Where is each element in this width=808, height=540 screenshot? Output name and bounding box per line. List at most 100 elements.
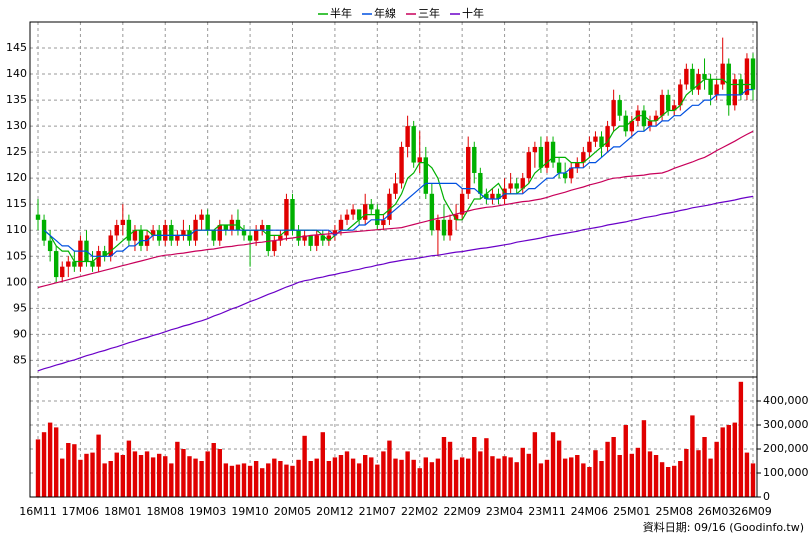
- volume-bar: [223, 463, 229, 497]
- candle-body: [593, 136, 598, 142]
- candle-body: [35, 214, 41, 220]
- candle-body: [223, 225, 229, 231]
- volume-bar: [60, 458, 65, 497]
- y-tick-label: 140: [6, 67, 27, 80]
- volume-bar: [562, 458, 568, 497]
- legend: 半年 年線 三年 十年: [318, 6, 484, 20]
- volume-bar: [526, 453, 532, 497]
- candle-body: [496, 193, 501, 199]
- volume-bar: [599, 461, 604, 497]
- candle-body: [550, 141, 556, 163]
- legend-label: 年線: [374, 6, 396, 20]
- y-tick-label: 85: [13, 353, 27, 366]
- volume-bar: [114, 452, 119, 497]
- volume-bar: [247, 465, 253, 497]
- candle-body: [90, 261, 95, 267]
- candle-body: [459, 193, 465, 215]
- volume-bar: [126, 440, 132, 497]
- volume-bar: [672, 465, 677, 497]
- volume-bar: [629, 453, 635, 497]
- candle-body: [672, 105, 677, 111]
- volume-bar: [617, 455, 622, 497]
- candle-body: [356, 209, 362, 220]
- x-tick-label: 21M07: [359, 505, 397, 518]
- volume-bar: [47, 422, 53, 497]
- volume-bar: [84, 453, 89, 497]
- volume-bar: [320, 432, 325, 497]
- volume-bar: [732, 422, 738, 497]
- volume-bar: [744, 452, 750, 497]
- volume-bar: [53, 427, 59, 497]
- candle-body: [199, 214, 204, 220]
- legend-label: 十年: [462, 6, 484, 20]
- candle-body: [205, 214, 210, 231]
- candle-body: [466, 146, 471, 194]
- candle-body: [411, 126, 416, 163]
- volume-bar: [690, 415, 695, 497]
- volume-bar: [253, 461, 259, 497]
- volume-bar: [459, 457, 465, 497]
- candle-body: [326, 235, 332, 241]
- volume-bar: [169, 463, 174, 497]
- candle-body: [581, 152, 586, 163]
- volume-bar: [478, 451, 483, 497]
- candle-body: [447, 219, 453, 236]
- volume-bar: [344, 451, 350, 497]
- candle-body: [399, 146, 404, 184]
- candle-body: [266, 225, 271, 252]
- volume-bar: [502, 456, 507, 497]
- candle-body: [490, 193, 495, 199]
- volume-bar: [569, 457, 574, 497]
- volume-bar: [635, 447, 641, 497]
- x-tick-label: 19M10: [231, 505, 269, 518]
- volume-bar: [375, 464, 380, 497]
- candle-body: [472, 146, 477, 173]
- x-tick-label: 26M09: [734, 505, 772, 518]
- y-tick-label: 125: [6, 145, 27, 158]
- candle-body: [423, 157, 428, 194]
- candle-body: [599, 136, 604, 147]
- candle-body: [520, 178, 525, 189]
- volume-bar: [241, 463, 247, 497]
- volume-bar: [641, 420, 647, 497]
- x-tick-label: 19M03: [189, 505, 227, 518]
- volume-bar: [296, 459, 301, 497]
- candle-body: [684, 68, 689, 85]
- x-tick-label: 23M11: [528, 505, 566, 518]
- x-tick-label: 26M03: [698, 505, 736, 518]
- candle-body: [508, 183, 513, 189]
- candle-body: [405, 126, 410, 147]
- candle-body: [569, 167, 574, 179]
- volume-bar: [490, 456, 495, 497]
- x-tick-label: 16M11: [19, 505, 57, 518]
- volume-bar: [423, 457, 428, 497]
- candle-body: [659, 94, 665, 116]
- plot-border: [29, 21, 758, 498]
- volume-bar: [66, 443, 71, 497]
- volume-bar: [447, 441, 453, 497]
- volume-bar: [284, 464, 289, 497]
- candle-body: [217, 225, 222, 241]
- candle-body: [175, 235, 180, 241]
- candle-body: [744, 58, 750, 95]
- volume-bar: [338, 455, 344, 497]
- y-tick-label: 105: [6, 249, 27, 262]
- volume-bar: [702, 437, 707, 497]
- volume-bar: [272, 458, 277, 497]
- candle-body: [290, 199, 295, 231]
- volume-bar: [466, 458, 471, 497]
- candle-body: [150, 230, 156, 236]
- candle-body: [538, 146, 544, 168]
- x-tick-label: 22M09: [443, 505, 481, 518]
- volume-bar: [593, 450, 598, 497]
- volume-bar: [435, 458, 441, 497]
- volume-bar: [187, 456, 192, 497]
- y-tick-label: 95: [13, 301, 27, 314]
- candle-body: [720, 63, 725, 85]
- volume-bar: [156, 453, 162, 497]
- volume-bar: [314, 458, 319, 497]
- candle-body: [393, 183, 398, 194]
- legend-label: 半年: [330, 6, 352, 20]
- candle-body: [126, 219, 132, 241]
